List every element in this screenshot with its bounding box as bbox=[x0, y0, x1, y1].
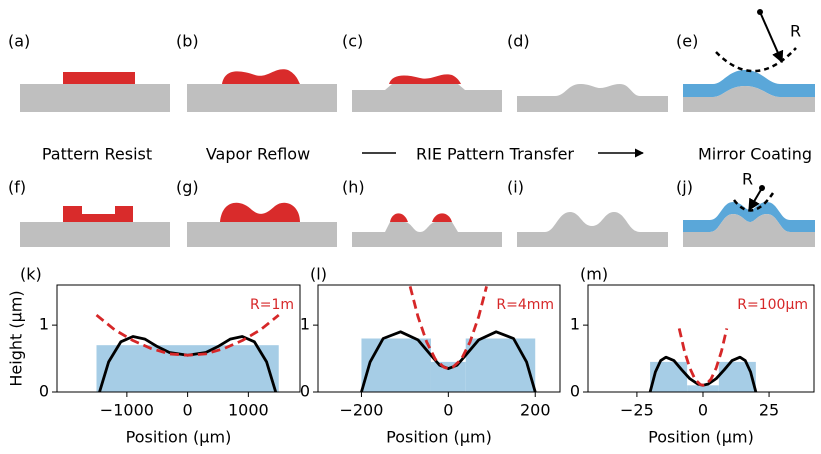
diagram-c bbox=[352, 74, 502, 112]
bar bbox=[465, 338, 536, 392]
diagram-h bbox=[352, 213, 502, 247]
y-tick-label: 0 bbox=[300, 382, 310, 401]
y-tick-label: 0 bbox=[570, 382, 580, 401]
panel-label: (l) bbox=[310, 265, 327, 284]
x-axis-label: Position (μm) bbox=[648, 428, 754, 447]
bar bbox=[361, 338, 431, 392]
caption: Vapor Reflow bbox=[206, 145, 310, 164]
chart: −200 0 200 0 1 Position (μm) (l) R=4mm bbox=[300, 265, 561, 447]
profile-curve bbox=[360, 330, 537, 392]
caption: RIE Pattern Transfer bbox=[416, 145, 574, 164]
axes-frame bbox=[587, 284, 815, 393]
fit-curve bbox=[95, 314, 280, 357]
panel-label: (d) bbox=[507, 32, 530, 51]
panel-label: (f) bbox=[8, 178, 26, 197]
bar bbox=[687, 385, 719, 392]
diagram-f bbox=[20, 206, 170, 247]
x-tick-label: 200 bbox=[520, 401, 551, 420]
panel-label: (h) bbox=[342, 178, 365, 197]
y-tick-label: 1 bbox=[300, 315, 310, 334]
panel-label: (b) bbox=[176, 32, 199, 51]
x-tick-label: 25 bbox=[759, 401, 779, 420]
panel-label: (i) bbox=[507, 178, 524, 197]
x-tick-label: 0 bbox=[443, 401, 453, 420]
x-tick-label: 0 bbox=[698, 401, 708, 420]
bar bbox=[650, 361, 688, 392]
axes-frame bbox=[56, 284, 301, 393]
panel-label: (g) bbox=[176, 178, 199, 197]
diagram-a bbox=[20, 72, 170, 112]
annotation: R=1m bbox=[250, 297, 294, 313]
bar bbox=[718, 361, 756, 392]
radius-label: R bbox=[742, 170, 753, 189]
caption: Pattern Resist bbox=[42, 145, 152, 164]
y-tick-label: 0 bbox=[39, 382, 49, 401]
axes-frame bbox=[317, 284, 561, 393]
panel-label: (j) bbox=[676, 178, 693, 197]
annotation: R=4mm bbox=[496, 297, 554, 313]
diagram-g bbox=[187, 202, 337, 247]
chart: −1000 0 1000 0 1 Position (μm) Height (μm) (k) R… bbox=[7, 265, 301, 447]
x-axis-label: Position (μm) bbox=[126, 428, 232, 447]
y-axis-label: Height (μm) bbox=[7, 290, 26, 386]
x-axis-label: Position (μm) bbox=[386, 428, 492, 447]
panel-label: (m) bbox=[580, 265, 608, 284]
diagram-b bbox=[187, 69, 337, 112]
diagram-e: R bbox=[683, 9, 815, 112]
caption: Mirror Coating bbox=[698, 145, 812, 164]
x-tick-label: 1000 bbox=[228, 401, 269, 420]
panel-label: (a) bbox=[8, 32, 30, 51]
bar bbox=[96, 345, 279, 392]
annotation: R=100μm bbox=[737, 297, 808, 313]
fit-curve bbox=[408, 285, 488, 370]
panel-label: (c) bbox=[342, 32, 363, 51]
y-tick-label: 1 bbox=[570, 315, 580, 334]
x-tick-label: −25 bbox=[620, 401, 654, 420]
x-tick-label: −1000 bbox=[100, 401, 154, 420]
radius-label: R bbox=[790, 22, 801, 41]
diagram-j: R bbox=[683, 170, 815, 247]
bar bbox=[430, 361, 466, 392]
panel-label: (e) bbox=[676, 32, 698, 51]
x-tick-label: −200 bbox=[339, 401, 383, 420]
fit-curve bbox=[677, 328, 729, 387]
y-tick-label: 1 bbox=[39, 315, 49, 334]
diagram-d bbox=[517, 84, 668, 112]
panel-label: (k) bbox=[20, 265, 42, 284]
diagram-i bbox=[517, 212, 668, 247]
x-tick-label: 0 bbox=[183, 401, 193, 420]
chart: −25 0 25 0 1 Position (μm) (m) R=100μm bbox=[570, 265, 815, 447]
